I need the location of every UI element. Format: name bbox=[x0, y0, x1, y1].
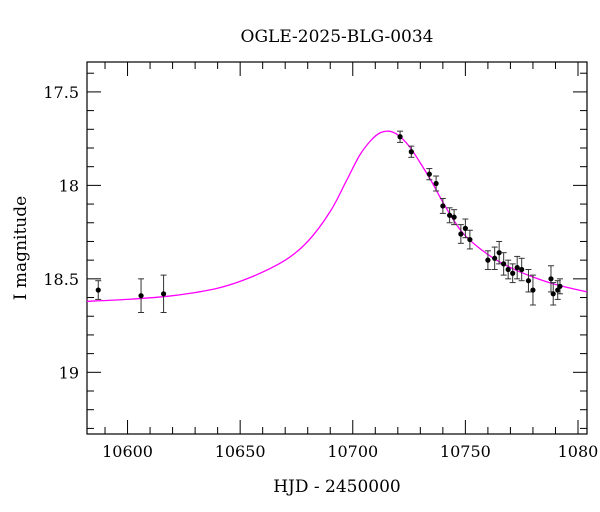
plot-frame bbox=[86, 61, 588, 435]
data-point bbox=[138, 278, 145, 313]
point-marker bbox=[510, 270, 516, 276]
data-point bbox=[160, 274, 167, 313]
data-point bbox=[457, 224, 464, 244]
data-point bbox=[525, 268, 532, 293]
x-axis-label: HJD - 2450000 bbox=[273, 477, 401, 497]
data-point bbox=[426, 168, 433, 181]
axis-ticks bbox=[87, 62, 587, 434]
y-tick-label: 17.5 bbox=[43, 83, 79, 102]
point-marker bbox=[530, 287, 536, 293]
point-marker bbox=[485, 257, 491, 263]
data-point bbox=[439, 197, 446, 214]
data-point bbox=[500, 252, 507, 276]
y-tick-label: 19 bbox=[59, 363, 79, 382]
data-point bbox=[433, 175, 440, 192]
point-marker bbox=[447, 212, 453, 218]
data-point bbox=[408, 145, 415, 158]
chart-title: OGLE-2025-BLG-0034 bbox=[241, 27, 434, 47]
y-axis-label: I magnitude bbox=[11, 196, 31, 300]
model-curve bbox=[86, 130, 588, 302]
x-tick-label: 10600 bbox=[102, 442, 153, 461]
point-marker bbox=[138, 293, 144, 299]
point-marker bbox=[550, 291, 556, 297]
data-point bbox=[518, 257, 525, 282]
point-marker bbox=[451, 214, 457, 220]
point-marker bbox=[548, 276, 554, 282]
point-marker bbox=[557, 283, 563, 289]
data-point bbox=[451, 209, 458, 226]
point-marker bbox=[408, 149, 414, 155]
y-tick-label: 18 bbox=[59, 176, 79, 195]
data-point bbox=[505, 259, 512, 280]
point-marker bbox=[514, 265, 520, 271]
data-point bbox=[491, 246, 498, 270]
x-tick-label: 10700 bbox=[327, 442, 378, 461]
point-marker bbox=[397, 134, 403, 140]
point-marker bbox=[160, 291, 167, 297]
x-tick-labels: 10600 10650 10700 10750 1080 bbox=[102, 442, 598, 461]
data-point bbox=[529, 274, 536, 306]
point-marker bbox=[426, 171, 432, 177]
data-point bbox=[446, 207, 453, 224]
data-points bbox=[95, 130, 563, 313]
data-point bbox=[95, 280, 102, 300]
point-marker bbox=[433, 180, 439, 187]
point-marker bbox=[501, 261, 507, 267]
y-tick-labels: 17.5 18 18.5 19 bbox=[43, 83, 79, 382]
point-marker bbox=[440, 203, 446, 209]
data-point bbox=[509, 263, 516, 284]
x-tick-label: 1080 bbox=[558, 442, 599, 461]
point-marker bbox=[505, 266, 511, 273]
data-point bbox=[550, 282, 557, 306]
point-marker bbox=[555, 287, 561, 293]
point-marker bbox=[458, 231, 464, 237]
point-marker bbox=[95, 287, 101, 293]
data-point bbox=[514, 255, 521, 280]
data-point bbox=[556, 278, 563, 295]
x-tick-label: 10650 bbox=[215, 442, 266, 461]
point-marker bbox=[492, 255, 498, 261]
point-marker bbox=[467, 236, 473, 243]
x-tick-label: 10750 bbox=[440, 442, 491, 461]
data-point bbox=[484, 250, 491, 270]
data-point bbox=[466, 229, 473, 250]
data-point bbox=[397, 130, 404, 143]
point-marker bbox=[519, 266, 525, 273]
y-tick-label: 18.5 bbox=[43, 270, 79, 289]
point-marker bbox=[496, 250, 502, 256]
point-marker bbox=[462, 225, 468, 231]
point-marker bbox=[525, 278, 532, 284]
data-point bbox=[462, 218, 469, 239]
